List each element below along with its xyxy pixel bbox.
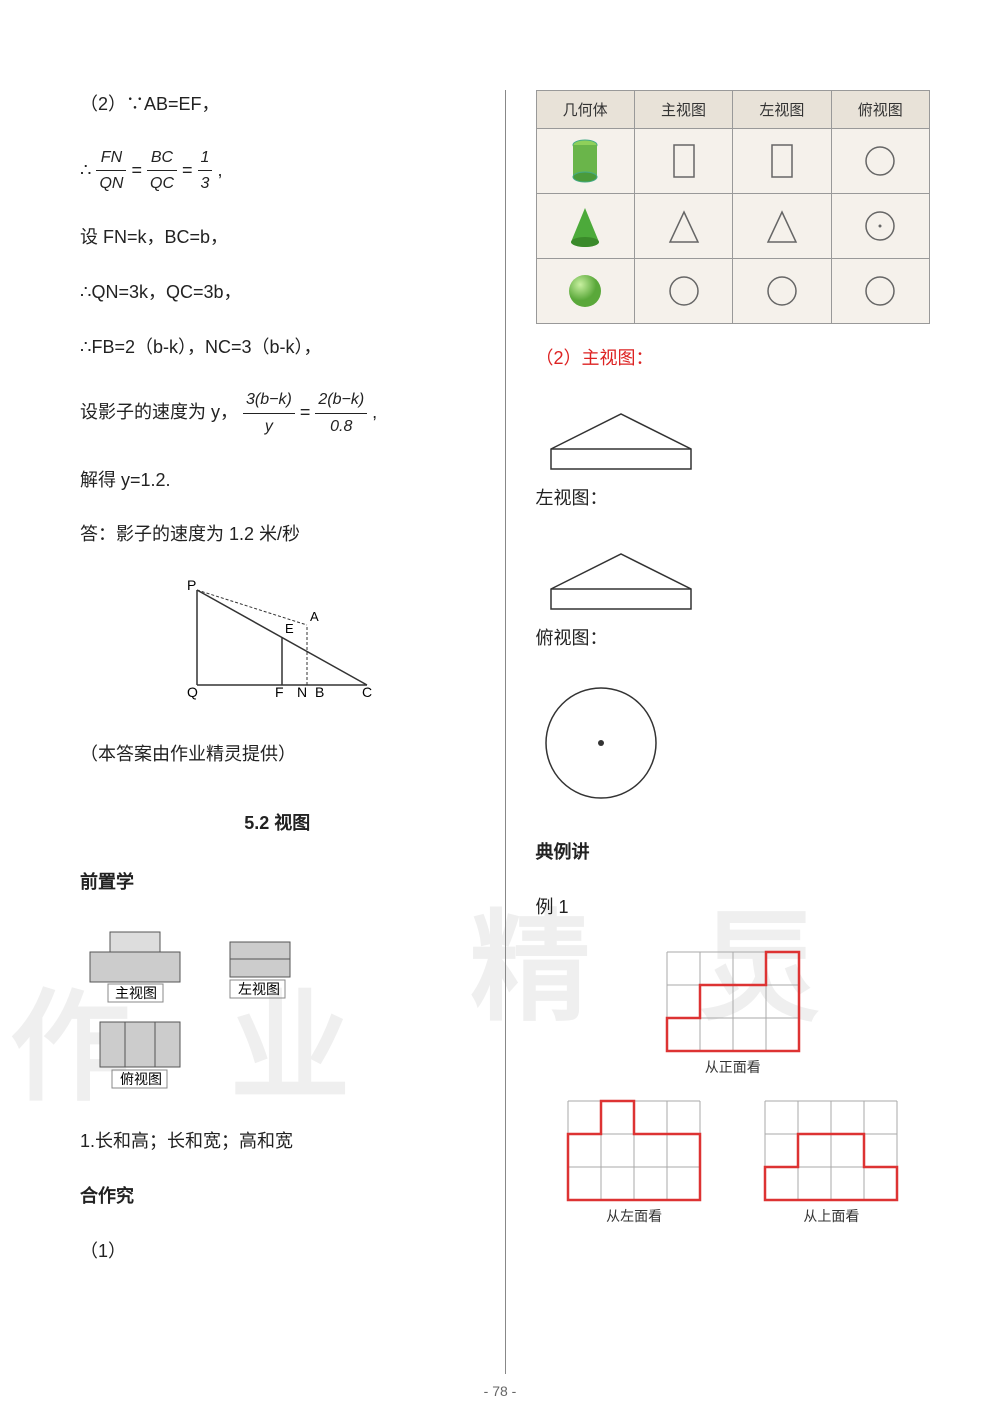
grid-label: 从上面看 (761, 1206, 901, 1226)
text: 设影子的速度为 y， (80, 402, 238, 422)
svg-text:P: P (187, 577, 196, 593)
fraction: 3(b−k)y (243, 387, 295, 439)
text-line: （2）∵AB=EF， (80, 90, 475, 119)
views-table: 几何体 主视图 左视图 俯视图 (536, 90, 931, 324)
credit-text: （本答案由作业精灵提供） (80, 740, 475, 769)
text-line: 1.长和高；长和宽；高和宽 (80, 1127, 475, 1156)
svg-text:Q: Q (187, 684, 198, 700)
example-label: 例 1 (536, 893, 931, 922)
grid-top: 从上面看 (761, 1097, 901, 1226)
fraction: BCQC (147, 145, 177, 197)
svg-text:左视图: 左视图 (238, 981, 280, 997)
equation-line: 设影子的速度为 y， 3(b−k)y = 2(b−k)0.8 , (80, 387, 475, 439)
text-line: （1） (80, 1237, 475, 1266)
grid-front: 从正面看 (663, 948, 803, 1077)
grid-label: 从左面看 (564, 1206, 704, 1226)
svg-text:E: E (285, 621, 294, 636)
svg-text:N: N (297, 684, 307, 700)
label-top-view: 俯视图： (536, 624, 931, 653)
svg-text:F: F (275, 684, 284, 700)
table-row-sphere (536, 259, 930, 324)
svg-text:C: C (362, 684, 372, 700)
label-left-view: 左视图： (536, 484, 931, 513)
grid-label: 从正面看 (663, 1057, 803, 1077)
right-column: 几何体 主视图 左视图 俯视图 (506, 90, 931, 1374)
house-shape-main (536, 399, 931, 484)
table-header: 几何体 (536, 91, 634, 129)
text-line: 答：影子的速度为 1.2 米/秒 (80, 520, 475, 549)
table-header: 主视图 (634, 91, 732, 129)
svg-text:主视图: 主视图 (115, 985, 157, 1001)
table-header: 左视图 (733, 91, 831, 129)
svg-text:B: B (315, 684, 324, 700)
text-line: 设 FN=k，BC=b， (80, 223, 475, 252)
table-row-cone (536, 194, 930, 259)
text-line: ∴QN=3k，QC=3b， (80, 278, 475, 307)
geometry-diagram: P Q F N B C E A (80, 575, 475, 714)
text: ∴ (80, 160, 91, 180)
table-row-cylinder (536, 129, 930, 194)
subheading: 合作究 (80, 1182, 475, 1211)
views-diagram: 主视图 左视图 俯视图 (80, 922, 475, 1101)
subheading: 前置学 (80, 868, 475, 897)
left-column: （2）∵AB=EF， ∴ FNQN = BCQC = 13 , 设 FN=k，B… (80, 90, 506, 1374)
fraction: FNQN (96, 145, 126, 197)
fraction: 2(b−k)0.8 (315, 387, 367, 439)
svg-text:A: A (310, 609, 319, 624)
circle-dot-shape (536, 678, 931, 813)
house-shape-left (536, 539, 931, 624)
table-header: 俯视图 (831, 91, 929, 129)
text-line: 解得 y=1.2. (80, 466, 475, 495)
label-main-view: （2）主视图： (536, 344, 931, 373)
fraction: 13 (198, 145, 213, 197)
equation-line: ∴ FNQN = BCQC = 13 , (80, 145, 475, 197)
svg-text:俯视图: 俯视图 (120, 1071, 162, 1087)
page-number: - 78 - (0, 1383, 1000, 1399)
text-line: ∴FB=2（b-k），NC=3（b-k）， (80, 333, 475, 362)
grid-left: 从左面看 (564, 1097, 704, 1226)
section-heading: 5.2 视图 (80, 809, 475, 838)
subheading-examples: 典例讲 (536, 838, 931, 867)
